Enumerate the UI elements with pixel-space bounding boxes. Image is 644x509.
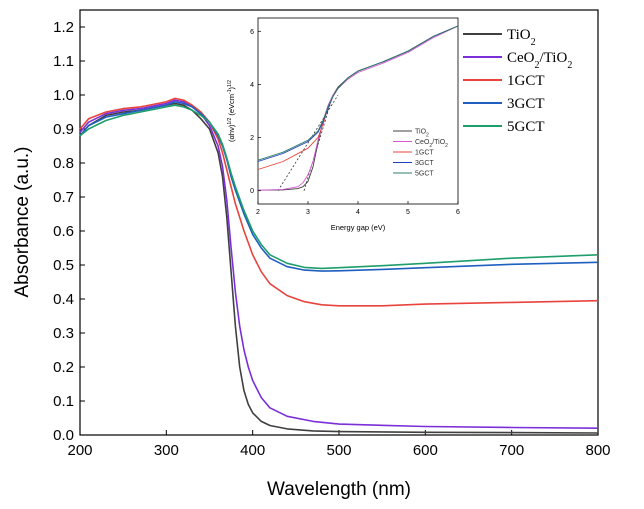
inset-x-tick-label: 6 [456, 209, 460, 216]
legend-label-sub: 2 [535, 60, 540, 71]
inset-legend-label-sub: 2 [429, 143, 432, 149]
legend-label-tail: /TiO [540, 50, 568, 66]
inset-y-ticks: 0 2 4 6 [250, 29, 261, 195]
inset-legend-entry: 5GCT [415, 171, 434, 178]
x-tick-label: 300 [154, 442, 179, 459]
legend-label-main: 5GCT [507, 119, 545, 135]
inset-legend-entry: TiO2 [415, 129, 429, 139]
legend-entry: 1GCT [507, 73, 545, 89]
legend-entry: 5GCT [507, 119, 545, 135]
inset-y-tick-label: 4 [250, 82, 254, 89]
inset-series-line [257, 25, 459, 191]
inset-x-tick-label: 5 [406, 209, 410, 216]
inset-legend-entry: 1GCT [415, 150, 434, 157]
inset-legend-label-sub: 2 [426, 133, 429, 139]
inset-x-tick-label: 2 [256, 209, 260, 216]
y-tick-label: 1.0 [53, 87, 74, 104]
inset-legend-entry: 3GCT [415, 160, 434, 167]
inset-tangent-lines [277, 94, 339, 191]
inset-y-title-sup1: 1/2 [227, 118, 233, 125]
inset-legend-label-main: 3GCT [415, 160, 434, 167]
y-axis-title: Absorbance (a.u.) [12, 146, 33, 297]
inset-x-axis-title: Energy gap (eV) [331, 223, 386, 232]
inset-legend-label-main: 1GCT [415, 150, 434, 157]
series-line-1gct [79, 97, 599, 307]
inset-legend-entry: CeO2/TiO2 [415, 139, 448, 149]
inset-tangent-line [303, 94, 334, 191]
legend-label-main: 3GCT [507, 96, 545, 112]
main-y-ticks: 0.0 0.1 0.2 0.3 0.4 0.5 0.6 0.7 0.8 0.9 1.0 1.1 1.2 [53, 19, 85, 444]
series-line-ceo-tio [79, 99, 599, 429]
y-tick-label: 0.2 [53, 359, 74, 376]
main-plot: 200 300 400 500 600 700 800 0.0 0.1 0.2 0.3 0.4 0.5… [12, 9, 611, 500]
x-tick-label: 400 [240, 442, 265, 459]
legend-label-main: TiO [507, 27, 531, 43]
main-series [79, 97, 599, 434]
y-tick-label: 0.7 [53, 189, 74, 206]
x-tick-label: 700 [499, 442, 524, 459]
legend-entry: TiO2 [507, 27, 536, 48]
inset-y-tick-label: 2 [250, 135, 254, 142]
inset-tangent-line [277, 94, 339, 191]
inset-series-line [257, 25, 459, 161]
series-line-5gct [79, 104, 599, 270]
inset-y-title-sup3: 1/2 [227, 80, 233, 87]
y-tick-label: 0.8 [53, 155, 74, 172]
inset-legend-label-main: 5GCT [415, 171, 434, 178]
x-tick-label: 500 [326, 442, 351, 459]
legend-label-sub: 2 [531, 37, 536, 48]
legend-label-main: 1GCT [507, 73, 545, 89]
y-tick-label: 0.5 [53, 257, 74, 274]
inset-x-ticks: 2 3 4 5 6 [256, 201, 460, 216]
y-tick-label: 1.1 [53, 53, 74, 70]
inset-y-title-sup2: -1 [227, 89, 233, 94]
y-tick-label: 1.2 [53, 19, 74, 36]
inset-y-title-mid: (eVcm [227, 94, 236, 118]
legend-entry: 3GCT [507, 96, 545, 112]
y-tick-label: 0.6 [53, 223, 74, 240]
inset-y-title-end: ) [227, 87, 236, 90]
inset-legend-label-tail: /TiO [432, 139, 446, 146]
y-tick-label: 0.0 [53, 427, 74, 444]
main-x-ticks: 200 300 400 500 600 700 800 [67, 430, 611, 459]
legend-label-sub2: 2 [567, 60, 572, 71]
inset-y-axis-title: (αhν)1/2 (eVcm-1)1/2 [227, 80, 236, 142]
inset-legend-label-main: CeO [415, 139, 430, 146]
y-tick-label: 0.3 [53, 325, 74, 342]
y-tick-label: 0.4 [53, 291, 74, 308]
inset-y-title-main: (αhν) [227, 124, 236, 142]
x-tick-label: 200 [67, 442, 92, 459]
inset-y-tick-label: 6 [250, 29, 254, 36]
x-tick-label: 800 [585, 442, 610, 459]
x-tick-label: 600 [413, 442, 438, 459]
y-tick-label: 0.9 [53, 121, 74, 138]
inset-x-tick-label: 4 [356, 209, 360, 216]
x-axis-title: Wavelength (nm) [267, 479, 411, 500]
legend-entry: CeO2/TiO2 [507, 50, 572, 71]
inset-plot-frame [257, 17, 459, 205]
inset-series [257, 25, 459, 191]
inset-legend-label-sub2: 2 [445, 143, 448, 149]
inset-x-tick-label: 3 [306, 209, 310, 216]
inset-legend-label-main: TiO [415, 129, 427, 136]
inset-y-tick-label: 0 [250, 188, 254, 195]
y-tick-label: 0.1 [53, 393, 74, 410]
legend-label-main: CeO [507, 50, 535, 66]
